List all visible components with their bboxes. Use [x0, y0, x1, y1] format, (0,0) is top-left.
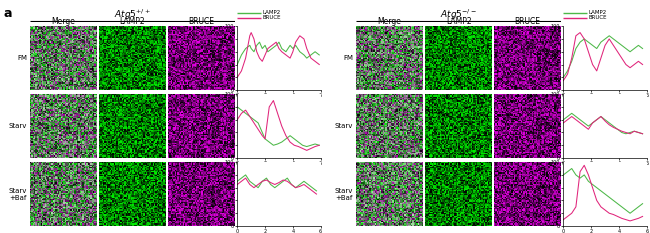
- Y-axis label: Intensity
(% max): Intensity (% max): [212, 47, 223, 70]
- Title: Merge: Merge: [378, 17, 402, 26]
- Text: BRUCE: BRUCE: [588, 15, 607, 20]
- Text: Starv
+Baf: Starv +Baf: [335, 188, 353, 201]
- Text: BRUCE: BRUCE: [263, 15, 281, 20]
- Text: FM: FM: [17, 55, 27, 61]
- Text: Starv: Starv: [8, 123, 27, 129]
- X-axis label: Distance (µm): Distance (µm): [260, 100, 298, 105]
- Y-axis label: Intensity
(% max): Intensity (% max): [212, 115, 223, 138]
- Y-axis label: Intensity
(% max): Intensity (% max): [538, 182, 549, 206]
- Text: $Atg5^{+/+}$: $Atg5^{+/+}$: [114, 8, 151, 22]
- Text: FM: FM: [343, 55, 353, 61]
- Title: BRUCE: BRUCE: [515, 17, 541, 26]
- Title: LAMP2: LAMP2: [120, 17, 146, 26]
- Title: Merge: Merge: [51, 17, 75, 26]
- Text: LAMP2: LAMP2: [588, 10, 606, 15]
- Text: Starv
+Baf: Starv +Baf: [8, 188, 27, 201]
- Title: LAMP2: LAMP2: [446, 17, 471, 26]
- X-axis label: Distance (µm): Distance (µm): [586, 100, 624, 105]
- Y-axis label: Intensity
(% max): Intensity (% max): [212, 182, 223, 206]
- Y-axis label: Intensity
(% max): Intensity (% max): [538, 115, 549, 138]
- Text: a: a: [3, 7, 12, 20]
- X-axis label: Distance (µm): Distance (µm): [586, 168, 624, 173]
- Y-axis label: Intensity
(% max): Intensity (% max): [538, 47, 549, 70]
- X-axis label: Distance (µm): Distance (µm): [260, 168, 298, 173]
- Title: BRUCE: BRUCE: [188, 17, 215, 26]
- Text: LAMP2: LAMP2: [263, 10, 281, 15]
- Text: Starv: Starv: [335, 123, 353, 129]
- Text: $Atg5^{-/-}$: $Atg5^{-/-}$: [440, 8, 477, 22]
